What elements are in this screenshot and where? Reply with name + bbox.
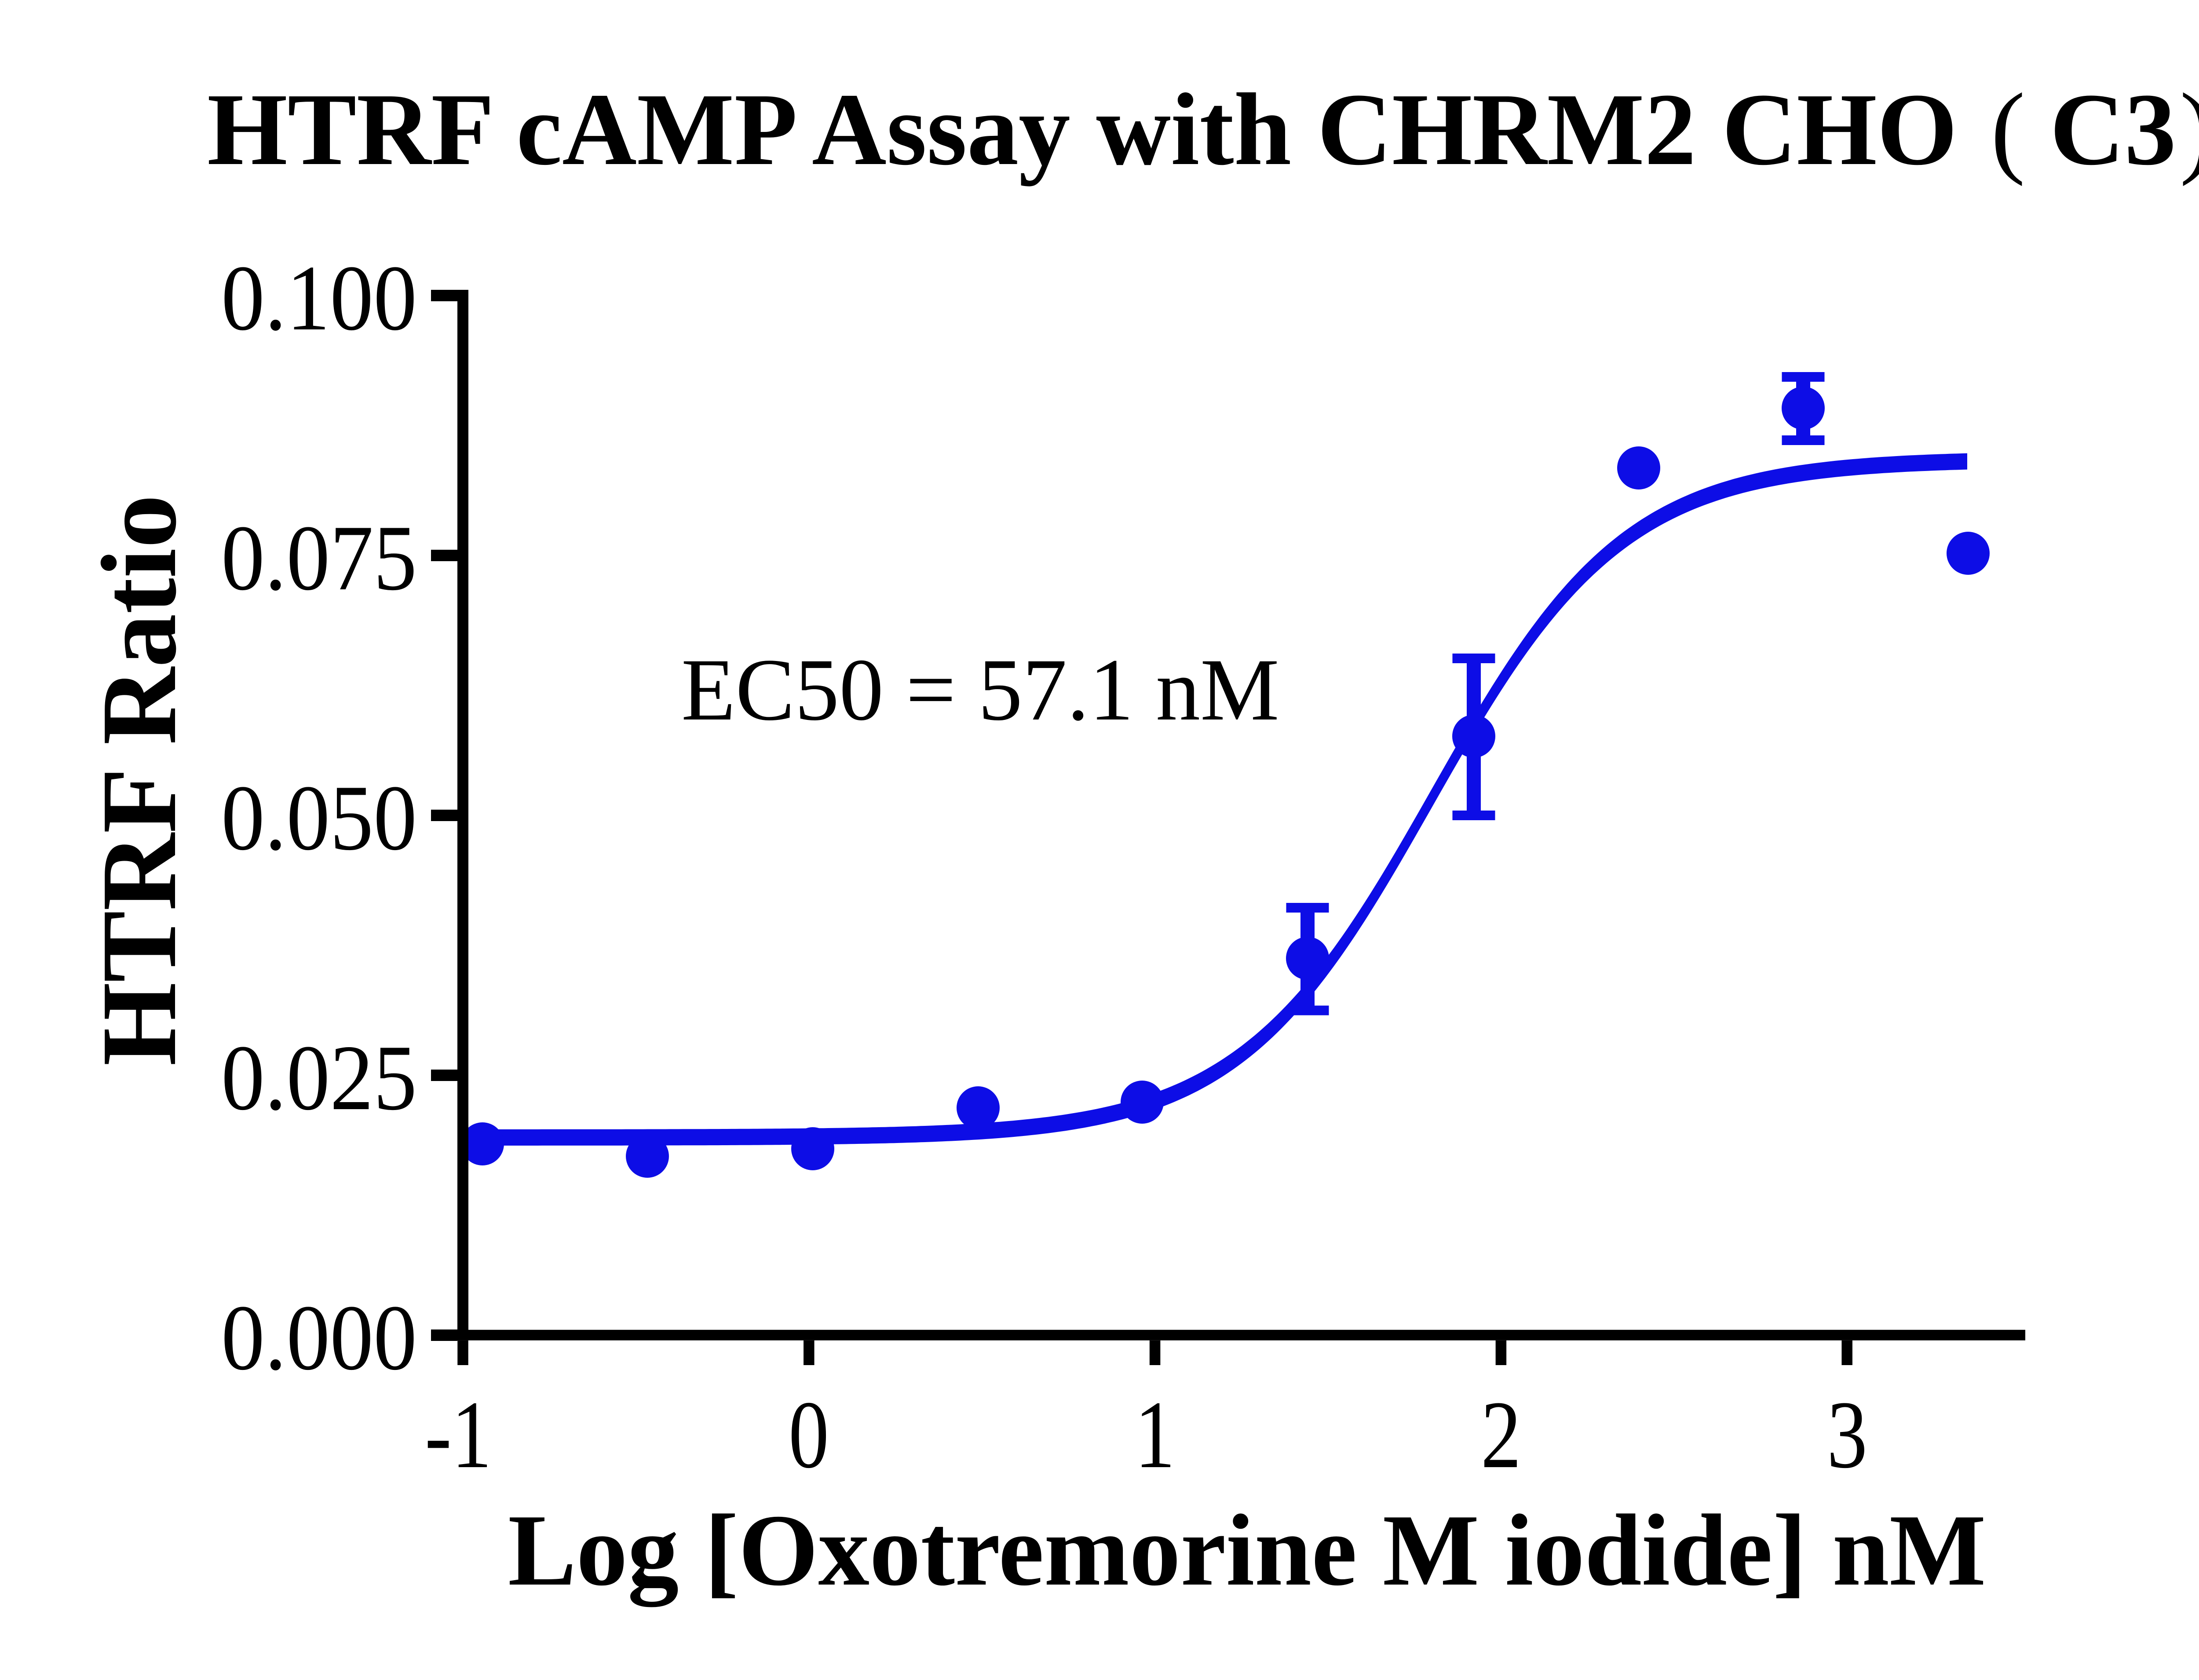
svg-text:0.075: 0.075 — [221, 506, 417, 610]
svg-text:0.025: 0.025 — [221, 1026, 417, 1130]
svg-text:2: 2 — [1481, 1381, 1521, 1488]
svg-text:EC50 = 57.1 nM: EC50 = 57.1 nM — [681, 640, 1279, 739]
svg-text:-1: -1 — [425, 1381, 492, 1488]
svg-text:0.000: 0.000 — [221, 1286, 417, 1390]
svg-text:HTRF cAMP Assay with CHRM2 CHO: HTRF cAMP Assay with CHRM2 CHO(C3) — [207, 72, 2199, 186]
svg-text:0.050: 0.050 — [221, 766, 417, 870]
svg-text:0: 0 — [789, 1381, 829, 1488]
svg-text:Log [Oxotremorine M iodide] nM: Log [Oxotremorine M iodide] nM — [508, 1494, 1986, 1607]
svg-text:1: 1 — [1135, 1381, 1175, 1488]
svg-text:3: 3 — [1827, 1381, 1867, 1488]
svg-text:HTRF Ratio: HTRF Ratio — [80, 495, 198, 1066]
svg-text:0.100: 0.100 — [221, 246, 417, 350]
